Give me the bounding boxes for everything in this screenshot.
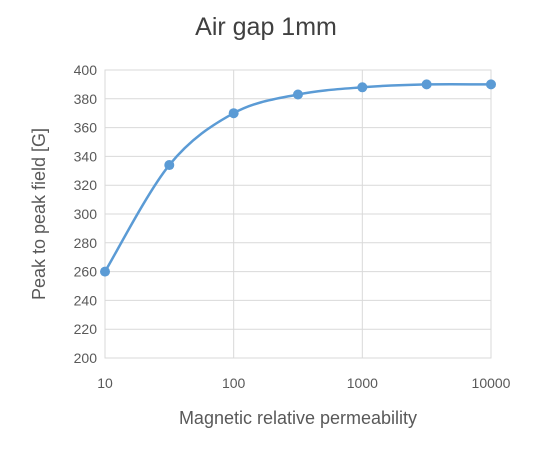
- y-tick-label: 220: [74, 321, 98, 337]
- data-point: [486, 79, 496, 90]
- y-tick-label: 240: [74, 292, 98, 308]
- series-line: [103, 82, 492, 273]
- y-tick-label: 360: [74, 120, 98, 136]
- y-tick-label: 300: [74, 206, 98, 222]
- y-tick-label: 260: [74, 264, 98, 280]
- x-tick-label: 100: [222, 375, 246, 391]
- y-axis-title: Peak to peak field [G]: [29, 128, 49, 300]
- y-tick-label: 320: [74, 177, 98, 193]
- data-point: [228, 108, 239, 119]
- y-tick-label: 280: [74, 235, 98, 251]
- plot-area-border: [104, 69, 492, 359]
- y-tick-label: 380: [74, 91, 98, 107]
- x-tick-label: 10: [97, 375, 113, 391]
- data-point: [164, 160, 175, 171]
- data-point: [100, 266, 110, 277]
- chart-title: Air gap 1mm: [195, 13, 337, 41]
- grid-lines: [104, 69, 492, 359]
- x-axis-title: Magnetic relative permeability: [179, 408, 417, 428]
- tick-labels: 200 220 240 260 280 300 320 340 360 380 400 10 100 10…: [74, 62, 511, 391]
- data-point: [292, 89, 303, 100]
- data-point: [357, 82, 368, 93]
- y-tick-label: 200: [74, 350, 98, 366]
- x-tick-label: 10000: [472, 375, 511, 391]
- data-point: [421, 79, 432, 90]
- x-tick-label: 1000: [347, 375, 378, 391]
- y-tick-label: 340: [74, 148, 98, 164]
- series-layer: [100, 79, 496, 277]
- y-tick-label: 400: [74, 62, 98, 78]
